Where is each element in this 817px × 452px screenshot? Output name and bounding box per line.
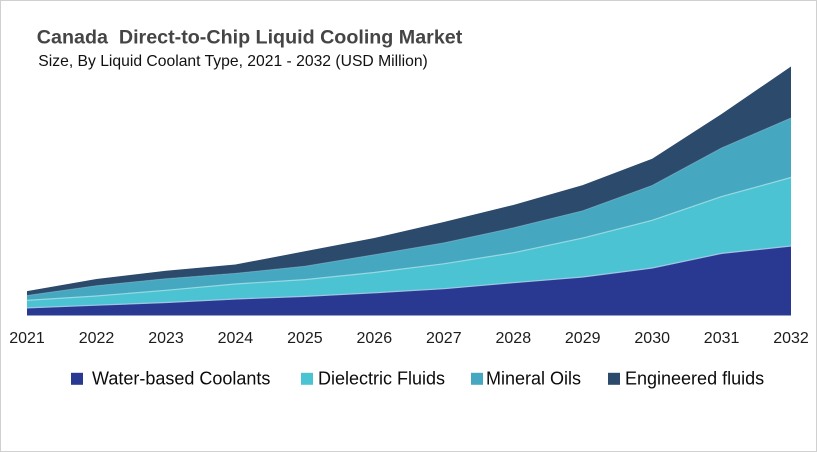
svg-text:Dielectric Fluids: Dielectric Fluids (318, 368, 445, 388)
svg-text:2028: 2028 (496, 330, 532, 347)
svg-text:2024: 2024 (218, 330, 254, 347)
svg-text:Engineered fluids: Engineered fluids (625, 368, 764, 388)
svg-text:Water-based Coolants: Water-based Coolants (92, 368, 270, 388)
svg-text:2021: 2021 (9, 330, 45, 347)
svg-text:2027: 2027 (426, 330, 462, 347)
svg-text:2032: 2032 (773, 330, 809, 347)
svg-text:2030: 2030 (634, 330, 670, 347)
svg-text:2023: 2023 (148, 330, 184, 347)
svg-text:2025: 2025 (287, 330, 323, 347)
svg-text:2029: 2029 (565, 330, 601, 347)
svg-text:Mineral Oils: Mineral Oils (486, 368, 581, 388)
svg-text:Size, By Liquid Coolant Type,: Size, By Liquid Coolant Type, 2021 - 203… (38, 53, 427, 70)
svg-text:2022: 2022 (79, 330, 115, 347)
svg-text:2031: 2031 (704, 330, 740, 347)
svg-text:Canada Direct-to-Chip Liquid: Canada Direct-to-Chip Liquid Cooling Mar… (37, 26, 463, 48)
svg-text:2026: 2026 (357, 330, 393, 347)
